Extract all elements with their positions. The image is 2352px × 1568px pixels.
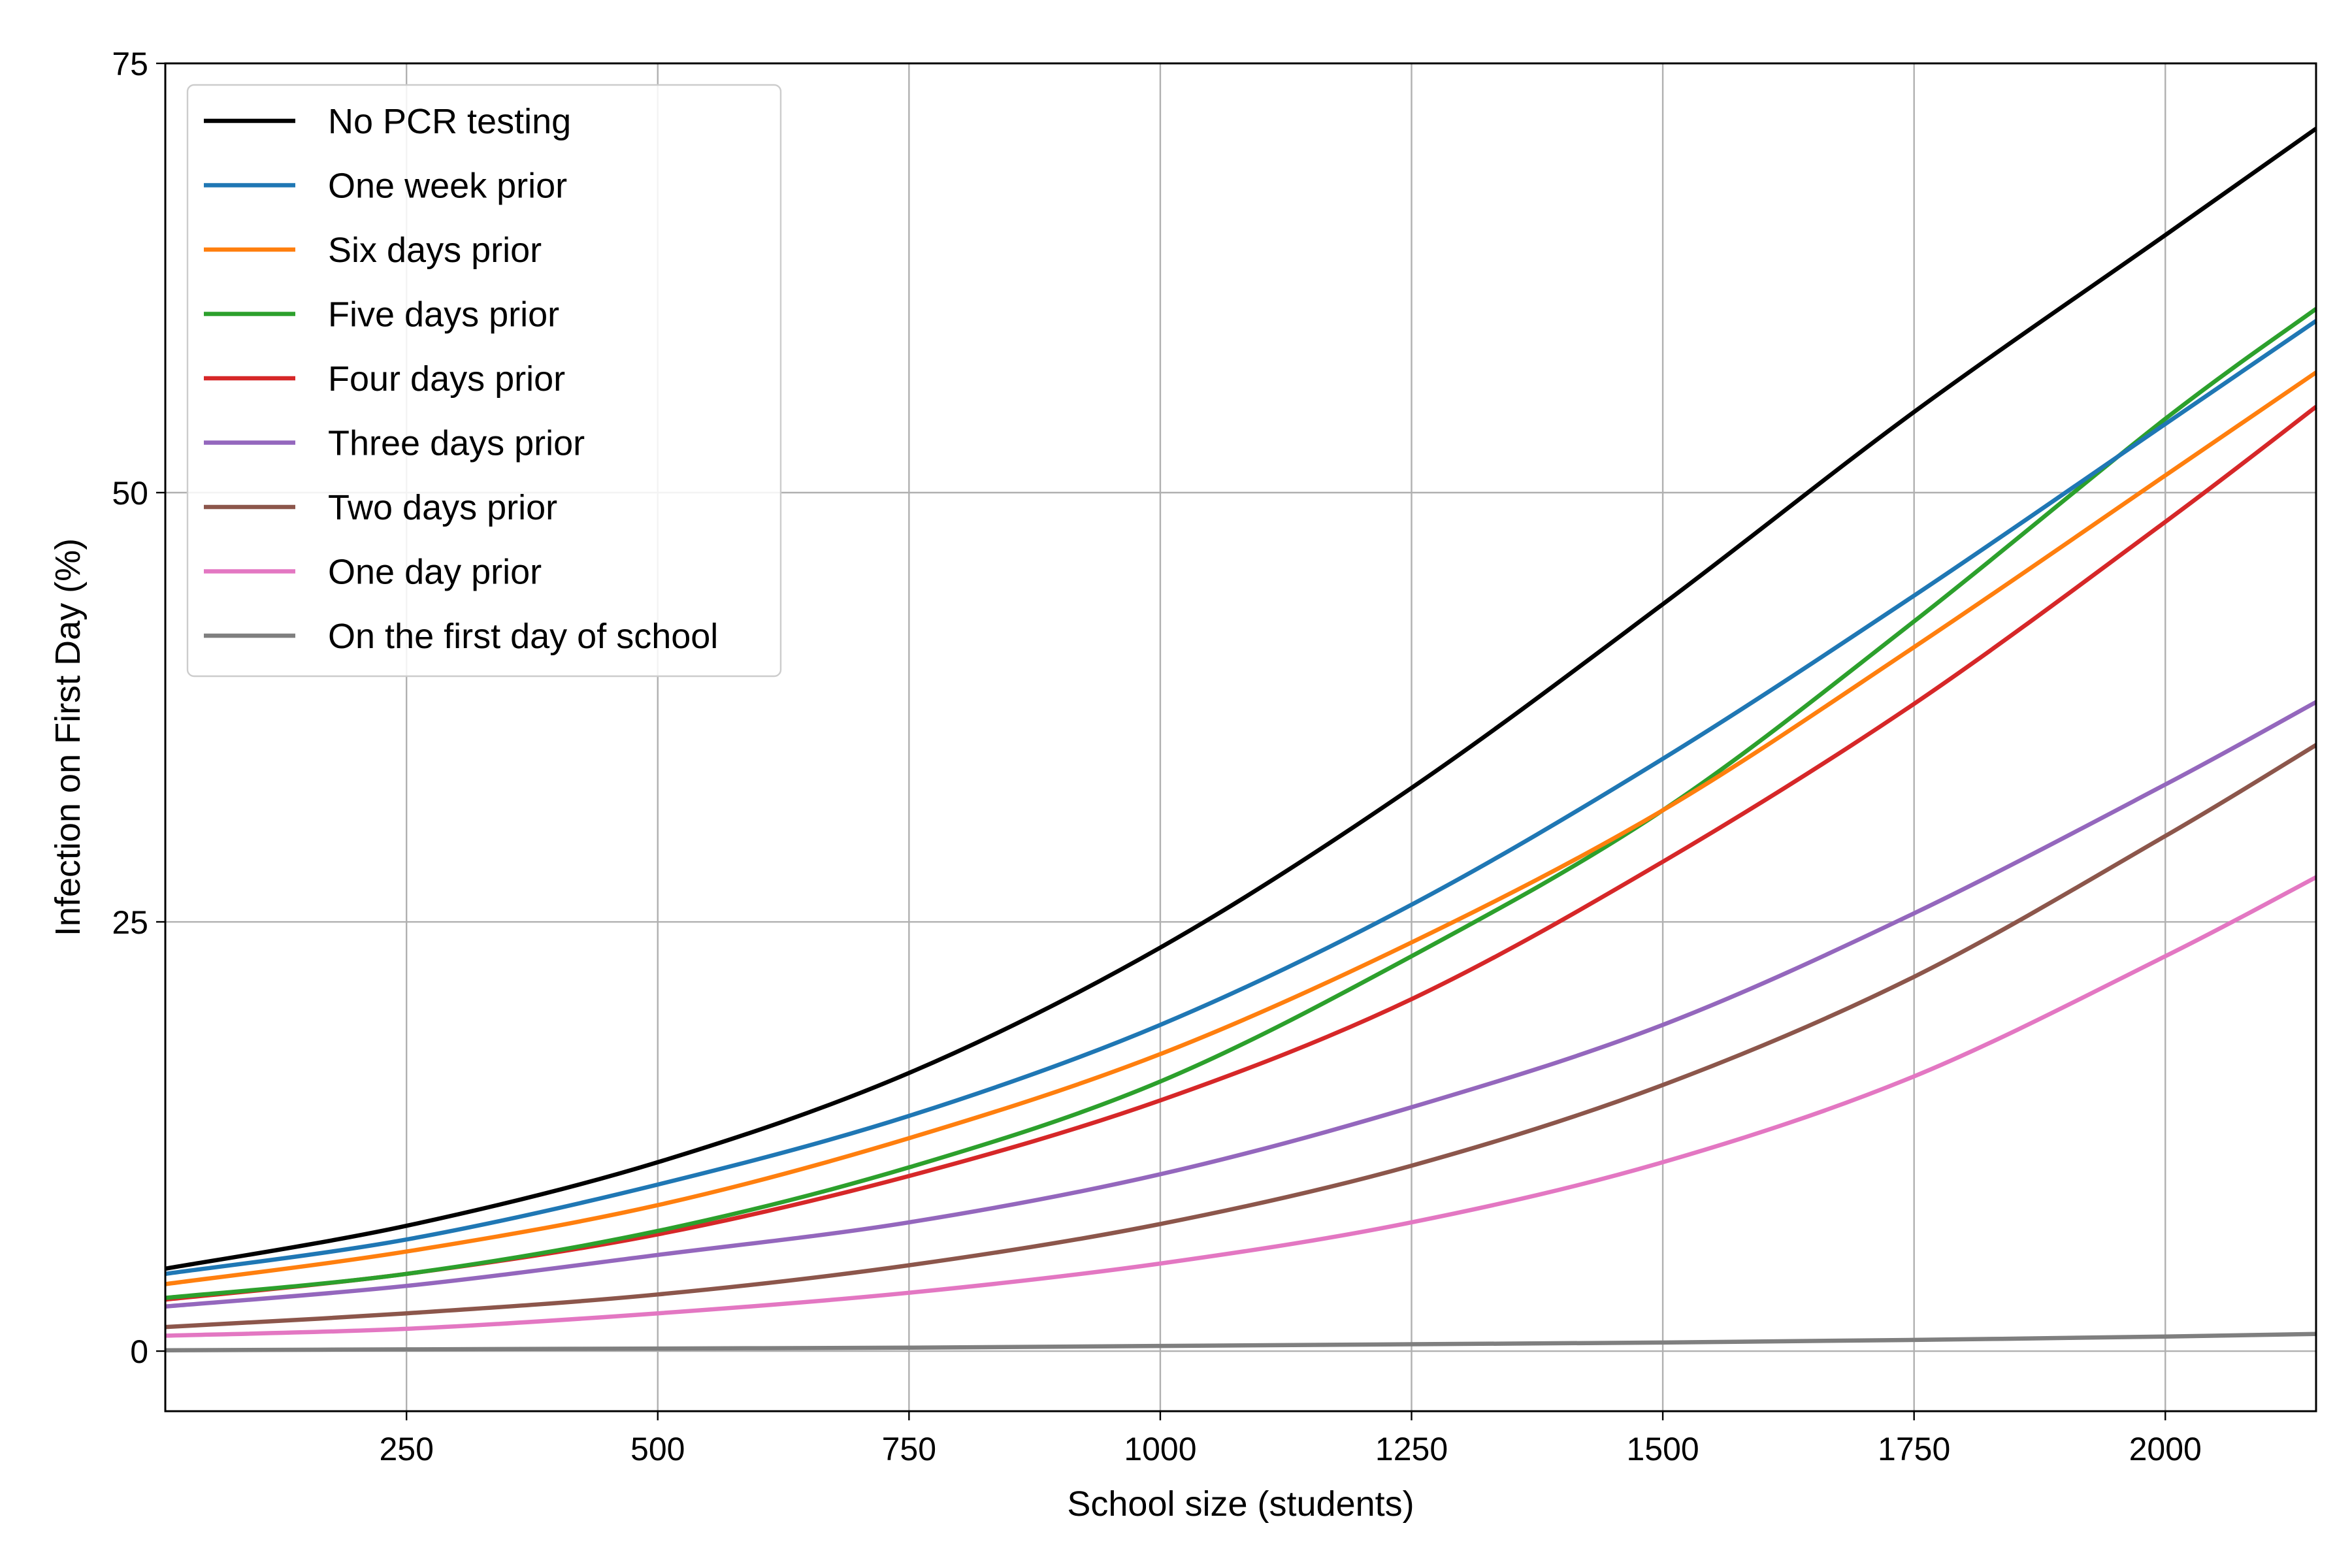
x-tick-label: 500 (630, 1431, 685, 1467)
series-line-3 (165, 307, 2317, 1300)
series-line-6 (165, 743, 2317, 1330)
legend-label: Two days prior (328, 488, 557, 527)
legend-label: One week prior (328, 167, 567, 206)
series-line-8 (165, 1331, 2317, 1352)
series-line-5 (165, 700, 2317, 1309)
y-axis: 0 25 50 75 (112, 46, 165, 1370)
y-tick-label: 75 (112, 46, 148, 82)
y-tick-label: 50 (112, 475, 148, 512)
legend-label: Five days prior (328, 295, 559, 335)
y-axis-label: Infection on First Day (%) (48, 538, 88, 936)
x-tick-label: 1000 (1124, 1431, 1196, 1467)
x-tick-label: 250 (379, 1431, 433, 1467)
x-tick-label: 2000 (2129, 1431, 2202, 1467)
legend-label: No PCR testing (328, 102, 571, 141)
plot-frame (164, 62, 2317, 1413)
x-axis-label: School size (students) (1067, 1484, 1414, 1524)
series-line-2 (165, 370, 2317, 1286)
series-line-1 (165, 319, 2317, 1277)
series-line-7 (165, 875, 2317, 1338)
series-lines (165, 127, 2317, 1352)
x-tick-label: 1250 (1375, 1431, 1448, 1467)
legend-label: On the first day of school (328, 617, 718, 656)
legend-label: One day prior (328, 553, 542, 592)
y-tick-label: 25 (112, 904, 148, 941)
legend-label: Four days prior (328, 359, 565, 399)
x-tick-label: 1500 (1626, 1431, 1699, 1467)
legend-box (186, 84, 782, 678)
x-axis: 250 500 750 1000 1250 1500 1750 2000 (379, 1411, 2202, 1467)
series-line-0 (165, 127, 2317, 1271)
y-tick-label: 0 (130, 1333, 148, 1370)
x-tick-label: 750 (882, 1431, 936, 1467)
legend: No PCR testing One week prior Six days pri… (186, 84, 782, 678)
x-tick-label: 1750 (1878, 1431, 1950, 1467)
legend-label: Six days prior (328, 231, 542, 270)
legend-label: Three days prior (328, 424, 585, 463)
